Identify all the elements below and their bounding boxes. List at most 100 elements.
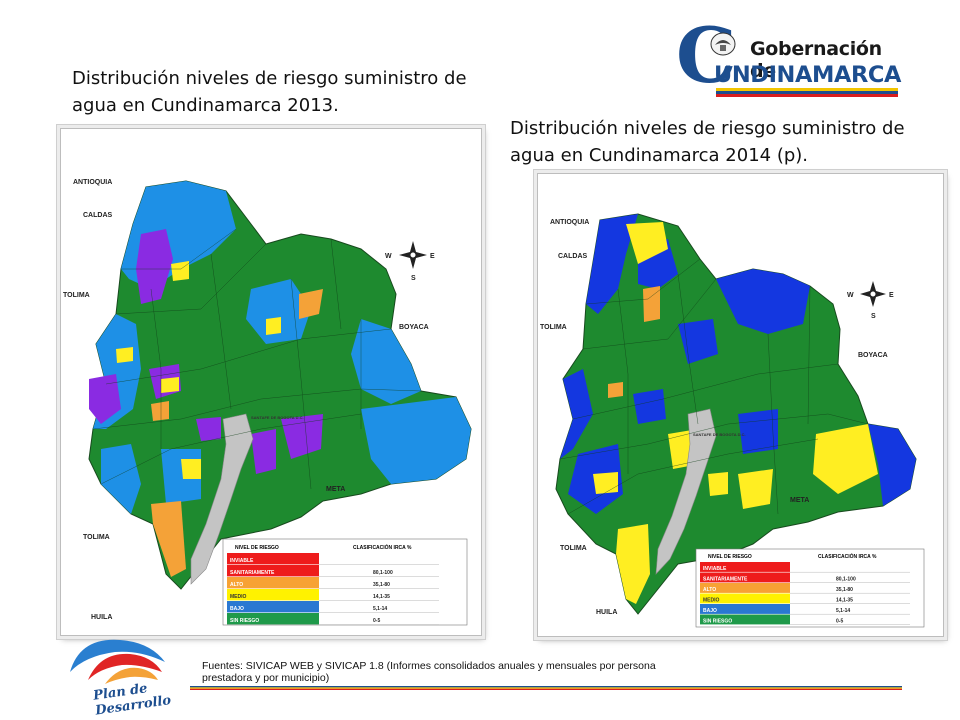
logo-strip-red [716,94,898,97]
region-purple-c2 [281,414,323,459]
label-tolima-north: TOLIMA [63,292,90,299]
legend-range-2014-4: 5,1-14 [836,608,850,614]
region-yellow-sm-2014 [708,472,728,496]
region-blue-center [246,279,311,344]
region-yellow-2 [266,317,281,335]
bogota-district-2014 [655,408,717,575]
label-caldas-2014: CALDAS [558,253,587,260]
legend-swatch-2013-4 [227,601,319,613]
region-blue-sw [101,444,141,514]
legend-range-2013-3: 14,1-35 [373,594,390,600]
compass-s: S [411,275,416,282]
legend-swatch-2013-2 [227,577,319,589]
region-purple-c3 [251,429,276,474]
legend-swatch-2014-4 [700,604,790,614]
legend-level-2013-2: ALTO [230,582,243,588]
region-yellow-w-2014 [593,472,618,494]
label-caldas: CALDAS [83,212,112,219]
compass-w: W [385,253,392,260]
legend-range-2013-5: 0-5 [373,618,380,624]
map-2013-title: Distribución niveles de riesgo suministr… [72,68,467,116]
legend-range-2013-4: 5,1-14 [373,606,387,612]
legend-swatch-2013-5 [227,613,319,625]
legend-range-2013-2: 35,1-80 [373,582,390,588]
legend-range-2014-1: 80,1-100 [836,576,856,582]
legend-header-level: NIVEL DE RIESGO [235,545,279,551]
region-yellow-5 [161,377,179,393]
legend-level-2013-4: BAJO [230,606,244,612]
map-2014-svg: ANTIOQUIA CALDAS TOLIMA BOYACA META TOLI… [540,213,925,628]
logo-line1: Gobernación de [750,38,882,82]
region-orange-3 [151,401,169,421]
legend-header-level-2014: NIVEL DE RIESGO [708,554,752,560]
legend-range-2013-1: 80,1-100 [373,570,393,576]
region-blue-e-2014 [868,424,916,506]
map-2013: ANTIOQUIA CALDAS TOLIMA BOYACA META TOLI… [60,128,482,636]
region-yellow-s-2014 [616,524,650,604]
region-orange-2 [151,501,186,577]
label-tolima-north-2014: TOLIMA [540,324,567,331]
map-2013-svg: ANTIOQUIA CALDAS TOLIMA BOYACA META TOLI… [63,179,472,626]
legend-level-2013-3: MEDIO [230,594,247,600]
label-huila-2014: HUILA [596,609,617,616]
region-blue-southeast [361,397,471,484]
legend-swatch-2014-5 [700,614,790,625]
legend-level-2014-3: MEDIO [703,597,720,603]
label-boyaca: BOYACA [399,324,429,331]
region-orange-2-2014 [608,382,623,398]
logo-strip-blue [716,91,898,94]
legend-swatch-2014-3 [700,593,790,604]
compass-e: E [430,253,435,260]
map-2014-title: Distribución niveles de riesgo suministr… [510,118,905,166]
legend-level-2014-2: ALTO [703,587,716,593]
legend-level-2014-0: INVIABLE [703,566,727,572]
region-blue-north-2014 [586,214,638,314]
legend-range-2014-2: 35,1-80 [836,587,853,593]
logo-strip-yellow [716,88,898,91]
region-orange-1 [299,289,323,319]
compass-rose-icon: W E S [385,241,435,282]
region-purple-nw [136,229,173,304]
label-boyaca-2014: BOYACA [858,352,888,359]
label-meta-2014: META [790,497,809,504]
legend-level-2014-1: SANITARIAMENTE [703,576,748,582]
municipal-borders-2014 [559,258,869,515]
region-blue-east [351,319,421,404]
region-yellow-3 [116,347,133,363]
legend-header-class-2014: CLASIFICACIÓN IRCA % [818,552,877,560]
region-purple-w1 [89,374,121,424]
label-antioquia: ANTIOQUIA [73,179,112,186]
region-yellow-se-2014 [738,469,773,509]
footer-color-line [190,686,902,690]
plan-de-desarrollo-logo: Plan de Desarrollo [60,632,190,720]
region-purple-c4 [196,417,221,441]
legend-header-class: CLASIFICACIÓN IRCA % [353,543,412,551]
legend-level-2013-0: INVIABLE [230,558,254,564]
plan-swoosh-icon [70,639,165,684]
region-yellow-4 [181,459,201,479]
label-meta: META [326,486,345,493]
label-antioquia-2014: ANTIOQUIA [550,219,589,226]
region-blue-ne-2014 [716,269,810,334]
legend-swatch-2014-2 [700,583,790,593]
label-tolima-south: TOLIMA [83,534,110,541]
legend-2014: NIVEL DE RIESGO CLASIFICACIÓN IRCA % INV… [695,548,925,628]
compass-e-2014: E [889,292,894,299]
coat-of-arms-icon [710,32,736,56]
region-yellow-e-2014 [813,424,878,494]
logo-letter: C [676,11,737,100]
legend-level-2013-5: SIN RIESGO [230,618,259,624]
sources-note: Fuentes: SIVICAP WEB y SIVICAP 1.8 (Info… [202,660,656,684]
region-yellow-n-2014 [626,222,668,264]
gobernacion-logo: C Gobernación de UNDINAMARCA [676,18,902,97]
legend-range-2014-3: 14,1-35 [836,597,853,603]
legend-swatch-2013-1 [227,565,319,577]
legend-swatch-2013-3 [227,589,319,601]
legend-range-2014-5: 0-5 [836,618,843,624]
legend-swatch-2014-1 [700,572,790,583]
legend-swatch-2013-0 [227,553,319,565]
legend-swatch-2014-0 [700,562,790,572]
label-tolima-south-2014: TOLIMA [560,545,587,552]
logo-line2: UNDINAMARCA [714,62,902,88]
region-orange-1-2014 [643,286,660,322]
